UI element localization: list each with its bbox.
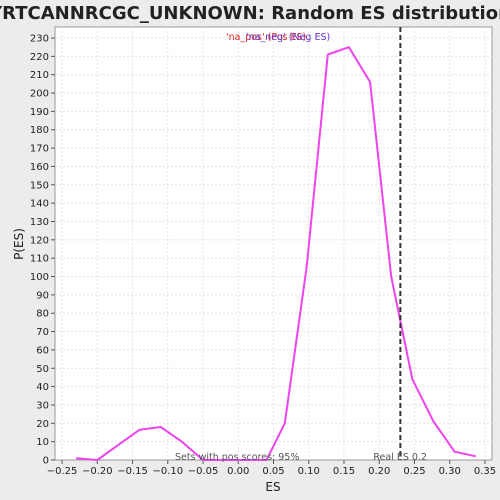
- y-tick-label: 200: [30, 89, 49, 100]
- real-es-label: Real ES 0.2: [373, 452, 427, 463]
- y-tick-label: 0: [43, 456, 49, 467]
- series-layer: [76, 46, 477, 461]
- x-axis-ticks: −0.25 −0.20 −0.15 −0.10 −0.05 0.00 0.05 0.10 0.1…: [47, 460, 496, 477]
- chart-title: YRTCANNRCGC_UNKNOWN: Random ES distribut…: [0, 3, 500, 24]
- y-tick-label: 230: [30, 34, 49, 45]
- y-tick-label: 140: [30, 199, 49, 210]
- y-tick-label: 40: [36, 382, 49, 393]
- y-tick-label: 160: [30, 162, 49, 173]
- x-axis-label: ES: [265, 480, 280, 494]
- y-tick-label: 70: [36, 327, 49, 338]
- y-tick-label: 60: [36, 345, 49, 356]
- x-tick-label: −0.10: [152, 466, 183, 477]
- x-tick-label: 0.10: [298, 466, 320, 477]
- x-tick-label: 0.00: [227, 466, 249, 477]
- es-series-line: [76, 46, 477, 461]
- y-axis-label: P(ES): [12, 228, 26, 260]
- x-tick-label: −0.20: [82, 466, 113, 477]
- y-tick-label: 170: [30, 144, 49, 155]
- y-axis-ticks: 0 10 20 30 40 50 60 70 80 90 100 110 120 130 140 150 160…: [30, 34, 55, 467]
- y-tick-label: 90: [36, 290, 49, 301]
- y-tick-label: 120: [30, 235, 49, 246]
- x-tick-label: 0.20: [368, 466, 390, 477]
- y-tick-label: 110: [30, 254, 49, 265]
- x-tick-label: 0.35: [474, 466, 496, 477]
- pos-scores-note: Sets with pos scores: 95%: [175, 452, 299, 463]
- x-tick-label: 0.05: [262, 466, 284, 477]
- y-tick-label: 50: [36, 364, 49, 375]
- y-tick-label: 150: [30, 180, 49, 191]
- y-tick-label: 190: [30, 107, 49, 118]
- y-tick-label: 80: [36, 309, 49, 320]
- x-tick-label: 0.30: [439, 466, 461, 477]
- x-tick-label: −0.05: [188, 466, 219, 477]
- x-tick-label: −0.15: [117, 466, 148, 477]
- legend-neg-label: 'na_neg' (Neg ES): [246, 32, 330, 43]
- y-tick-label: 100: [30, 272, 49, 283]
- x-tick-label: −0.25: [47, 466, 78, 477]
- y-tick-label: 210: [30, 70, 49, 81]
- y-tick-label: 10: [36, 437, 49, 448]
- y-tick-label: 180: [30, 125, 49, 136]
- legend-pos-label: 'na_pos' (Pos ES): [226, 32, 306, 43]
- y-tick-label: 130: [30, 217, 49, 228]
- x-tick-label: 0.15: [333, 466, 355, 477]
- y-tick-label: 20: [36, 419, 49, 430]
- x-tick-label: 0.25: [403, 466, 425, 477]
- grid: [55, 27, 492, 460]
- y-tick-label: 220: [30, 52, 49, 63]
- y-tick-label: 30: [36, 400, 49, 411]
